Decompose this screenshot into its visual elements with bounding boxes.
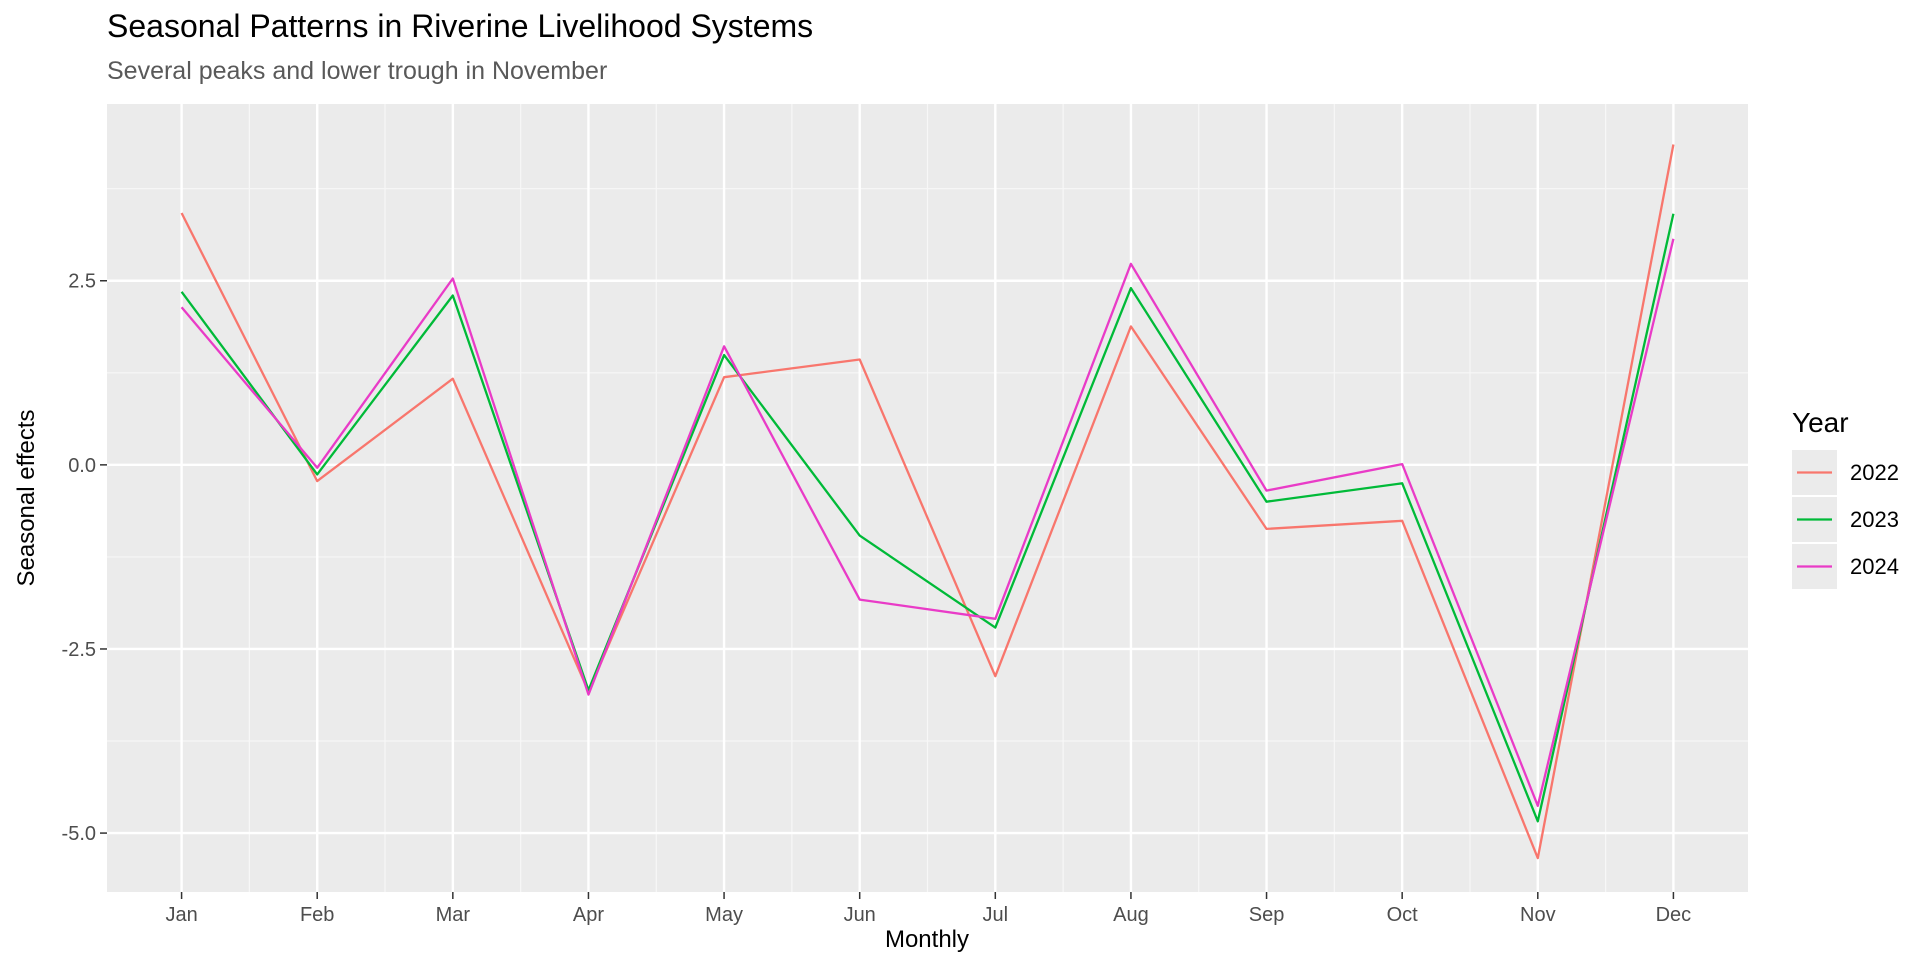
series-line-2024	[180, 238, 1675, 807]
chart-subtitle: Several peaks and lower trough in Novemb…	[107, 57, 608, 85]
y-tick-label: 2.5	[68, 271, 96, 293]
x-tick-label: Apr	[573, 904, 604, 926]
x-tick-label: Aug	[1113, 904, 1149, 926]
x-tick-label: Mar	[436, 904, 471, 926]
y-tick-label: -5.0	[62, 823, 96, 845]
legend-label: 2024	[1850, 554, 1899, 579]
x-tick-label: Jun	[844, 904, 876, 926]
series-line-2022	[180, 144, 1675, 860]
x-axis-label: Monthly	[885, 926, 969, 953]
x-tick-label: May	[705, 904, 743, 926]
legend: Year 2022 2023 2024	[1792, 407, 1899, 589]
major-gridlines	[107, 104, 1748, 892]
x-tick-label: Nov	[1520, 904, 1556, 926]
x-tick-label: Sep	[1249, 904, 1285, 926]
series-line-2023	[180, 213, 1675, 823]
x-tick-label: Dec	[1656, 904, 1692, 926]
chart-title: Seasonal Patterns in Riverine Livelihood…	[107, 8, 814, 44]
x-axis-ticks: Jan Feb Mar Apr May Jun Jul Aug Sep Oct Nov Dec	[165, 892, 1691, 926]
x-tick-label: Feb	[300, 904, 334, 926]
x-tick-label: Oct	[1387, 904, 1419, 926]
y-tick-label: 0.0	[68, 455, 96, 477]
y-tick-label: -2.5	[62, 639, 96, 661]
legend-label: 2023	[1850, 507, 1899, 532]
legend-title: Year	[1792, 407, 1849, 438]
x-tick-label: Jan	[165, 904, 197, 926]
x-tick-label: Jul	[983, 904, 1009, 926]
legend-label: 2022	[1850, 460, 1899, 485]
y-axis-ticks: 2.5 0.0 -2.5 -5.0	[62, 271, 107, 845]
minor-gridlines	[107, 104, 1748, 892]
y-axis-label: Seasonal effects	[13, 409, 40, 586]
series-lines	[180, 144, 1675, 860]
